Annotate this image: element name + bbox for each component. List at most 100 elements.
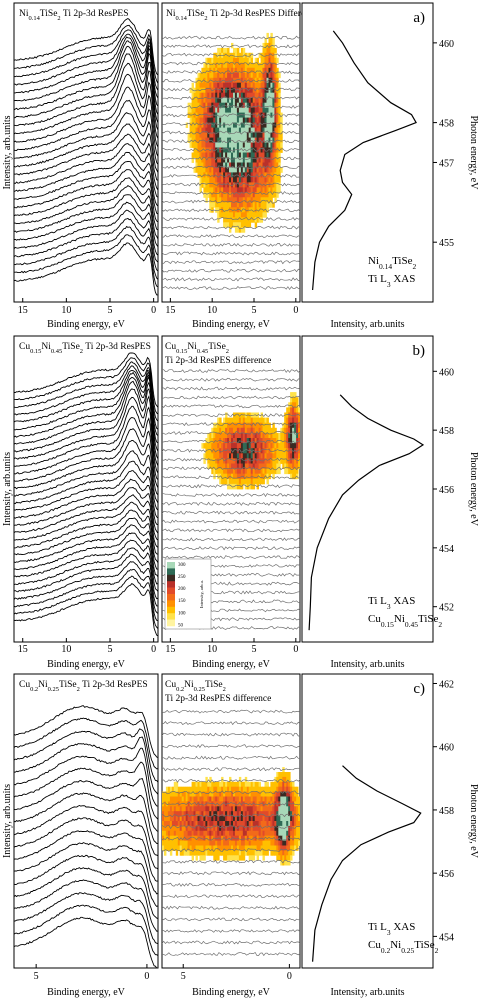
colorbar-swatch (167, 574, 175, 579)
heatmap-cell (288, 786, 291, 792)
heatmap-cell (207, 806, 210, 812)
heatmap-cell (266, 207, 269, 213)
heatmap-cell (205, 142, 208, 148)
heatmap-cell (234, 453, 238, 459)
heatmap-cell (250, 152, 254, 158)
heatmap-cell (242, 473, 246, 480)
heatmap-cell (276, 835, 279, 841)
heatmap-cell (233, 117, 236, 123)
heatmap-cell (233, 82, 236, 89)
heatmap-cell (197, 806, 200, 812)
heatmap-cell (225, 806, 228, 812)
heatmap-cell (217, 127, 220, 133)
respes-lines (14, 352, 158, 637)
heatmap-cell (236, 127, 240, 133)
heatmap-cell (234, 102, 238, 109)
heatmap-cell (250, 117, 254, 123)
heatmap-cell (272, 37, 275, 44)
subscript: 3 (387, 280, 391, 289)
heatmap-cell (242, 825, 246, 832)
heatmap-cell (179, 845, 183, 851)
heatmap-cell (162, 845, 165, 851)
heatmap-cell (292, 811, 295, 817)
heatmap-cell (250, 483, 254, 490)
heatmap-cell (256, 821, 259, 827)
heatmap-cell (205, 443, 208, 449)
heatmap-cell (242, 830, 246, 837)
text-run: Ti L (368, 595, 387, 607)
heatmap-cell (234, 448, 238, 454)
heatmap-cell (219, 801, 222, 807)
heatmap-cell (282, 816, 285, 822)
heatmap-cell (270, 468, 273, 475)
heatmap-cell (284, 860, 287, 866)
heatmap-cell (274, 427, 277, 434)
heatmap-cell (238, 417, 242, 424)
heatmap-cell (274, 816, 277, 822)
heatmap-cell (240, 463, 244, 469)
heatmap-cell (238, 162, 242, 168)
heatmap-cell (236, 816, 240, 822)
heatmap-cell (244, 177, 248, 183)
heatmap-cell (231, 157, 234, 163)
heatmap-cell (244, 796, 248, 802)
heatmap-cell (238, 142, 242, 148)
heatmap-cell (217, 212, 220, 218)
colorbar-swatch (167, 568, 175, 572)
heatmap-cell (207, 77, 210, 84)
heatmap-cell (233, 67, 236, 74)
heatmap-cell (260, 67, 263, 74)
heatmap-cell (234, 217, 238, 223)
heatmap-cell (268, 432, 271, 439)
heatmap-cell (223, 117, 226, 123)
heatmap-cell (167, 791, 171, 797)
heatmap-cell (207, 786, 210, 792)
heatmap-cell (244, 458, 248, 464)
heatmap-cell (264, 448, 267, 454)
heatmap-cell (197, 786, 200, 792)
heatmap-cell (195, 796, 198, 802)
heatmap-cell (284, 453, 287, 459)
heatmap-cell (199, 845, 202, 851)
heatmap-cell (203, 87, 206, 94)
heatmap-cell (246, 52, 250, 59)
heatmap-cell (195, 102, 198, 109)
heatmap-cell (288, 801, 291, 807)
heatmap-cell (201, 791, 204, 797)
heatmap-cell (272, 786, 275, 792)
difference-trace (162, 87, 300, 92)
heatmap-cell (234, 427, 238, 434)
heatmap-cell (240, 781, 244, 788)
heatmap-cell (242, 432, 246, 439)
heatmap-cell (215, 432, 218, 439)
heatmap-cell (286, 830, 289, 837)
heatmap-cell (250, 840, 254, 846)
heatmap-cell (236, 47, 240, 54)
heatmap-cell (189, 811, 192, 817)
respes-spectrum (14, 388, 158, 467)
heatmap-cell (207, 152, 210, 158)
heatmap-cell (274, 137, 277, 143)
heatmap-cell (217, 157, 220, 163)
heatmap-cell (270, 152, 273, 158)
heatmap-cell (288, 443, 291, 449)
heatmap-cell (292, 830, 295, 837)
heatmap-cell (167, 835, 171, 841)
heatmap-cell (213, 152, 216, 158)
heatmap-cell (238, 801, 242, 807)
heatmap-cell (221, 117, 224, 123)
heatmap-cell (242, 463, 246, 469)
heatmap-cell (165, 806, 169, 812)
text-run: Ni (187, 342, 197, 352)
heatmap-cell (187, 845, 190, 851)
heatmap-cell (248, 182, 252, 188)
heatmap-cell (238, 197, 242, 203)
heatmap-cell (205, 107, 208, 114)
heatmap-cell (240, 458, 244, 464)
heatmap-cell (246, 422, 250, 429)
heatmap-cell (252, 162, 256, 168)
heatmap-cell (219, 453, 222, 459)
heatmap-cell (219, 850, 222, 856)
heatmap-cell (294, 786, 297, 792)
